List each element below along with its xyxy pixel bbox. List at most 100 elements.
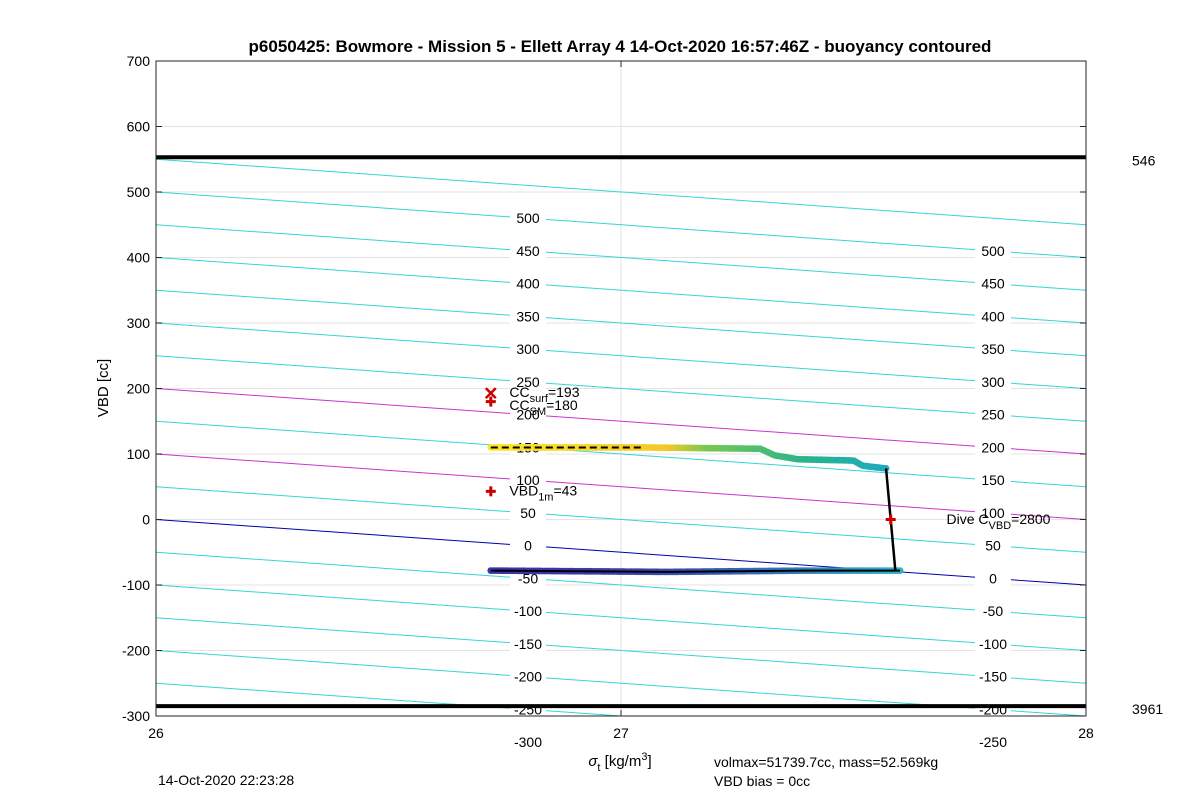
x-axis-label-subscript: t: [597, 762, 600, 774]
annotation-sub: VBD: [989, 520, 1012, 532]
contour-label: 450: [516, 243, 540, 259]
contour-label-bg: [975, 537, 1011, 554]
contour-label: -200: [514, 669, 542, 685]
y-tick-label: 200: [127, 381, 151, 397]
contour-line: [156, 388, 1086, 455]
y-tick-label: 600: [127, 119, 151, 135]
vbd-trace: [487, 444, 904, 576]
contour-label: 400: [516, 276, 540, 292]
x-axis-label-symbol: σ: [588, 753, 598, 770]
contour-label-bg: [975, 373, 1011, 390]
annotation-sub: 1m: [538, 491, 553, 503]
contour-line: [156, 617, 1086, 684]
chart-title: p6050425: Bowmore - Mission 5 - Ellett A…: [249, 37, 992, 56]
contour-label: 200: [981, 439, 1005, 455]
contour-line: [156, 420, 1086, 488]
contour-label: 150: [981, 472, 1005, 488]
contour-line: [156, 519, 1086, 586]
annotation-main: CC: [509, 384, 529, 400]
reference-line-label: 546: [1132, 152, 1156, 168]
footer-volmax: volmax=51739.7cc, mass=52.569kg: [714, 754, 939, 770]
contour-label-bg: [975, 603, 1011, 620]
contour-label-bg: [975, 734, 1011, 751]
contour-label: -50: [518, 570, 538, 586]
x-axis-label-close: ]: [647, 753, 651, 770]
contour-label: 300: [516, 341, 540, 357]
x-axis-label: σt [kg/m3]: [588, 751, 651, 774]
y-axis-label: VBD [cc]: [95, 359, 112, 417]
contour-label-bg: [510, 668, 546, 685]
contour-label: 0: [524, 538, 532, 554]
reference-line-label: 3961: [1132, 701, 1163, 717]
reference-lines: 546 3961: [156, 152, 1163, 717]
contour-label-bg: [510, 406, 546, 423]
annotation-main: VBD: [509, 482, 538, 498]
y-tick-label: 300: [127, 315, 151, 331]
x-tick-label: 27: [613, 725, 629, 741]
contour-label: 400: [981, 308, 1005, 324]
contour-label-bg: [975, 275, 1011, 292]
contour-label-bg: [975, 570, 1011, 587]
annotation-sub: SM: [530, 406, 547, 418]
contour-label-bg: [975, 635, 1011, 652]
contour-line: [156, 224, 1086, 291]
y-tick-label: -100: [122, 577, 150, 593]
contour-label: -250: [979, 734, 1007, 750]
contour-label: 0: [989, 570, 997, 586]
annotation-sub: surf: [530, 393, 549, 405]
marker-x: [484, 387, 497, 399]
contour-line: [156, 158, 1086, 226]
markers: [484, 387, 896, 525]
y-tick-label: 100: [127, 446, 151, 462]
annotation-main: CC: [509, 397, 529, 413]
contour-labels: 500450400350300250200150100500-50-100-15…: [510, 210, 1011, 751]
contour-label: -100: [514, 603, 542, 619]
contour-label: 500: [981, 243, 1005, 259]
contour-line: [156, 453, 1086, 520]
x-axis-label-units: [kg/m: [600, 753, 641, 770]
contour-line: [156, 584, 1086, 651]
annotation: VBD1m=43: [509, 482, 577, 503]
contour-label-bg: [510, 210, 546, 227]
contour-label-bg: [975, 668, 1011, 685]
contour-label-bg: [510, 504, 546, 521]
footer-bias: VBD bias = 0cc: [714, 773, 811, 789]
annotation-value: =193: [548, 384, 580, 400]
contour-label-bg: [510, 537, 546, 554]
annotation-value: =180: [546, 397, 578, 413]
y-tick-label: 400: [127, 250, 151, 266]
contour-label: -200: [979, 701, 1007, 717]
contour-label: 200: [516, 407, 540, 423]
contour-label-bg: [975, 504, 1011, 521]
contour-label-bg: [510, 275, 546, 292]
contour-label-bg: [975, 472, 1011, 489]
contour-label: 300: [981, 374, 1005, 390]
contour-label: 50: [985, 538, 1001, 554]
contour-label: 100: [981, 505, 1005, 521]
y-tick-label: 0: [142, 512, 150, 528]
annotation: CCSM=180: [509, 397, 577, 418]
contour-label-bg: [975, 308, 1011, 325]
contour-label-bg: [975, 341, 1011, 358]
contour-line: [156, 355, 1086, 422]
contour-label-bg: [510, 373, 546, 390]
y-tick-label: -300: [122, 708, 150, 724]
y-tick-label: 500: [127, 184, 151, 200]
contour-label-bg: [510, 472, 546, 489]
annotation-main: Dive C: [947, 511, 989, 527]
x-tick-label: 28: [1078, 725, 1094, 741]
contour-line: [156, 322, 1086, 389]
contour-label-bg: [510, 635, 546, 652]
contour-label: 250: [981, 407, 1005, 423]
trace-lower-line: [490, 569, 900, 573]
annotation: Dive CVBD=2800: [947, 511, 1051, 532]
x-tick-label: 26: [148, 725, 164, 741]
contour-label-bg: [510, 570, 546, 587]
contour-label-bg: [975, 439, 1011, 456]
contour-label: 100: [516, 472, 540, 488]
contour-line: [156, 257, 1086, 324]
contour-label-bg: [975, 242, 1011, 259]
annotation: CCsurf=193: [509, 384, 579, 405]
footer-timestamp: 14-Oct-2020 22:23:28: [158, 772, 295, 788]
